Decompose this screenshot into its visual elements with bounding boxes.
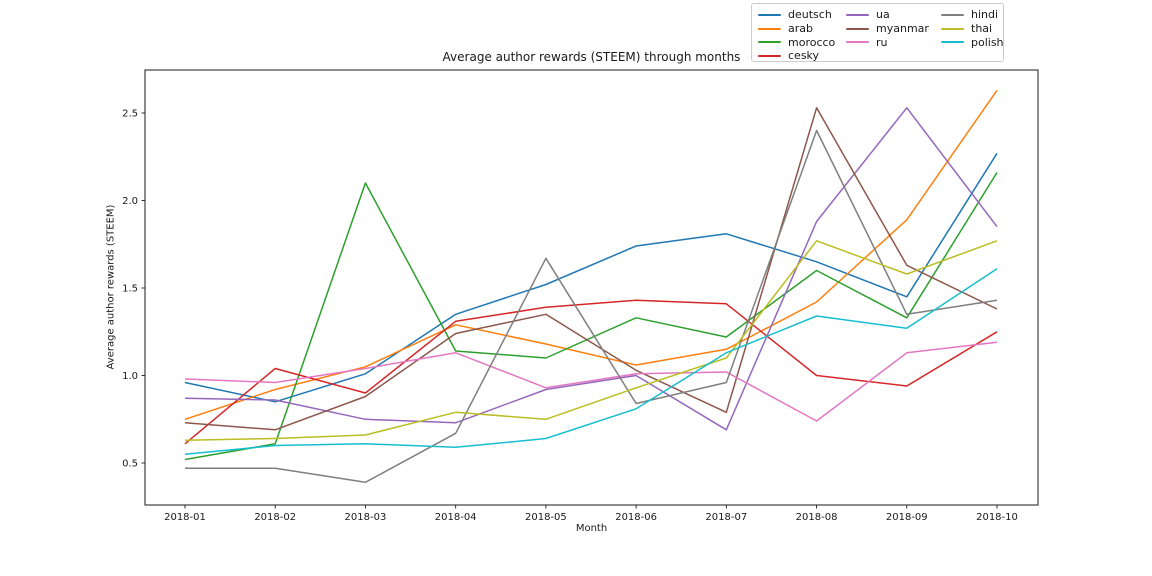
chart-title: Average author rewards (STEEM) through m… <box>442 50 741 64</box>
x-tick-label: 2018-06 <box>615 512 657 523</box>
legend-column: hindi thai polish <box>941 8 1004 49</box>
legend-item-deutsch: deutsch <box>758 8 835 22</box>
legend-item-polish: polish <box>941 35 1004 49</box>
y-axis-label: Average author rewards (STEEM) <box>105 204 117 370</box>
legend-line-swatch <box>941 41 964 44</box>
legend-item-ru: ru <box>846 35 929 49</box>
y-tick-label: 2.0 <box>122 196 138 207</box>
x-tick-label: 2018-02 <box>254 512 296 523</box>
y-tick-label: 2.5 <box>122 109 138 120</box>
legend-label: ua <box>876 8 890 22</box>
legend-item-ua: ua <box>846 8 929 22</box>
series-line-ru <box>184 341 998 422</box>
series-line-arab <box>184 89 998 421</box>
legend-label: hindi <box>971 8 999 22</box>
legend-line-swatch <box>846 41 869 44</box>
legend-label: deutsch <box>788 8 832 22</box>
series-line-morocco <box>184 172 998 461</box>
y-tick-label: 1.5 <box>122 284 138 295</box>
legend-label: polish <box>971 35 1004 49</box>
legend-label: arab <box>788 22 813 36</box>
plot-border <box>144 69 1039 506</box>
legend-item-hindi: hindi <box>941 8 1004 22</box>
legend-item-thai: thai <box>941 22 1004 36</box>
legend-label: morocco <box>788 35 836 49</box>
legend-label: cesky <box>788 49 820 63</box>
legend-line-swatch <box>846 27 869 30</box>
legend-label: thai <box>971 22 993 36</box>
legend-item-myanmar: myanmar <box>846 22 929 36</box>
legend-line-swatch <box>758 27 781 30</box>
x-tick-label: 2018-01 <box>164 512 206 523</box>
legend-line-swatch <box>758 13 781 16</box>
legend-column: deutsch arab morocco cesky <box>758 8 835 63</box>
y-tick-label: 0.5 <box>122 459 138 470</box>
legend-line-swatch <box>758 41 781 44</box>
series-line-hindi <box>185 129 998 484</box>
x-axis-label: Month <box>575 523 608 534</box>
legend-line-swatch <box>758 54 781 57</box>
series-line-deutsch <box>184 152 998 403</box>
legend-box: deutsch arab morocco cesky ua myanmar ru hindi t… <box>751 3 1004 62</box>
legend-line-swatch <box>941 27 964 30</box>
x-tick-label: 2018-08 <box>796 512 838 523</box>
x-tick-label: 2018-10 <box>976 512 1018 523</box>
series-line-thai <box>184 240 998 442</box>
series-line-cesky <box>184 299 998 445</box>
legend-line-swatch <box>846 13 869 16</box>
x-tick-label: 2018-09 <box>886 512 928 523</box>
series-line-myanmar <box>184 107 998 431</box>
series-line-polish <box>184 268 998 456</box>
legend-label: myanmar <box>876 22 929 36</box>
x-tick-label: 2018-05 <box>525 512 567 523</box>
legend-item-cesky: cesky <box>758 49 835 63</box>
legend-item-morocco: morocco <box>758 35 835 49</box>
x-tick-label: 2018-03 <box>345 512 387 523</box>
legend-label: ru <box>876 35 888 49</box>
legend-item-arab: arab <box>758 22 835 36</box>
y-tick-label: 1.0 <box>122 371 138 382</box>
legend-column: ua myanmar ru <box>846 8 929 49</box>
legend-line-swatch <box>941 13 964 16</box>
x-tick-label: 2018-07 <box>705 512 747 523</box>
x-tick-label: 2018-04 <box>435 512 477 523</box>
series-line-ua <box>184 107 998 431</box>
